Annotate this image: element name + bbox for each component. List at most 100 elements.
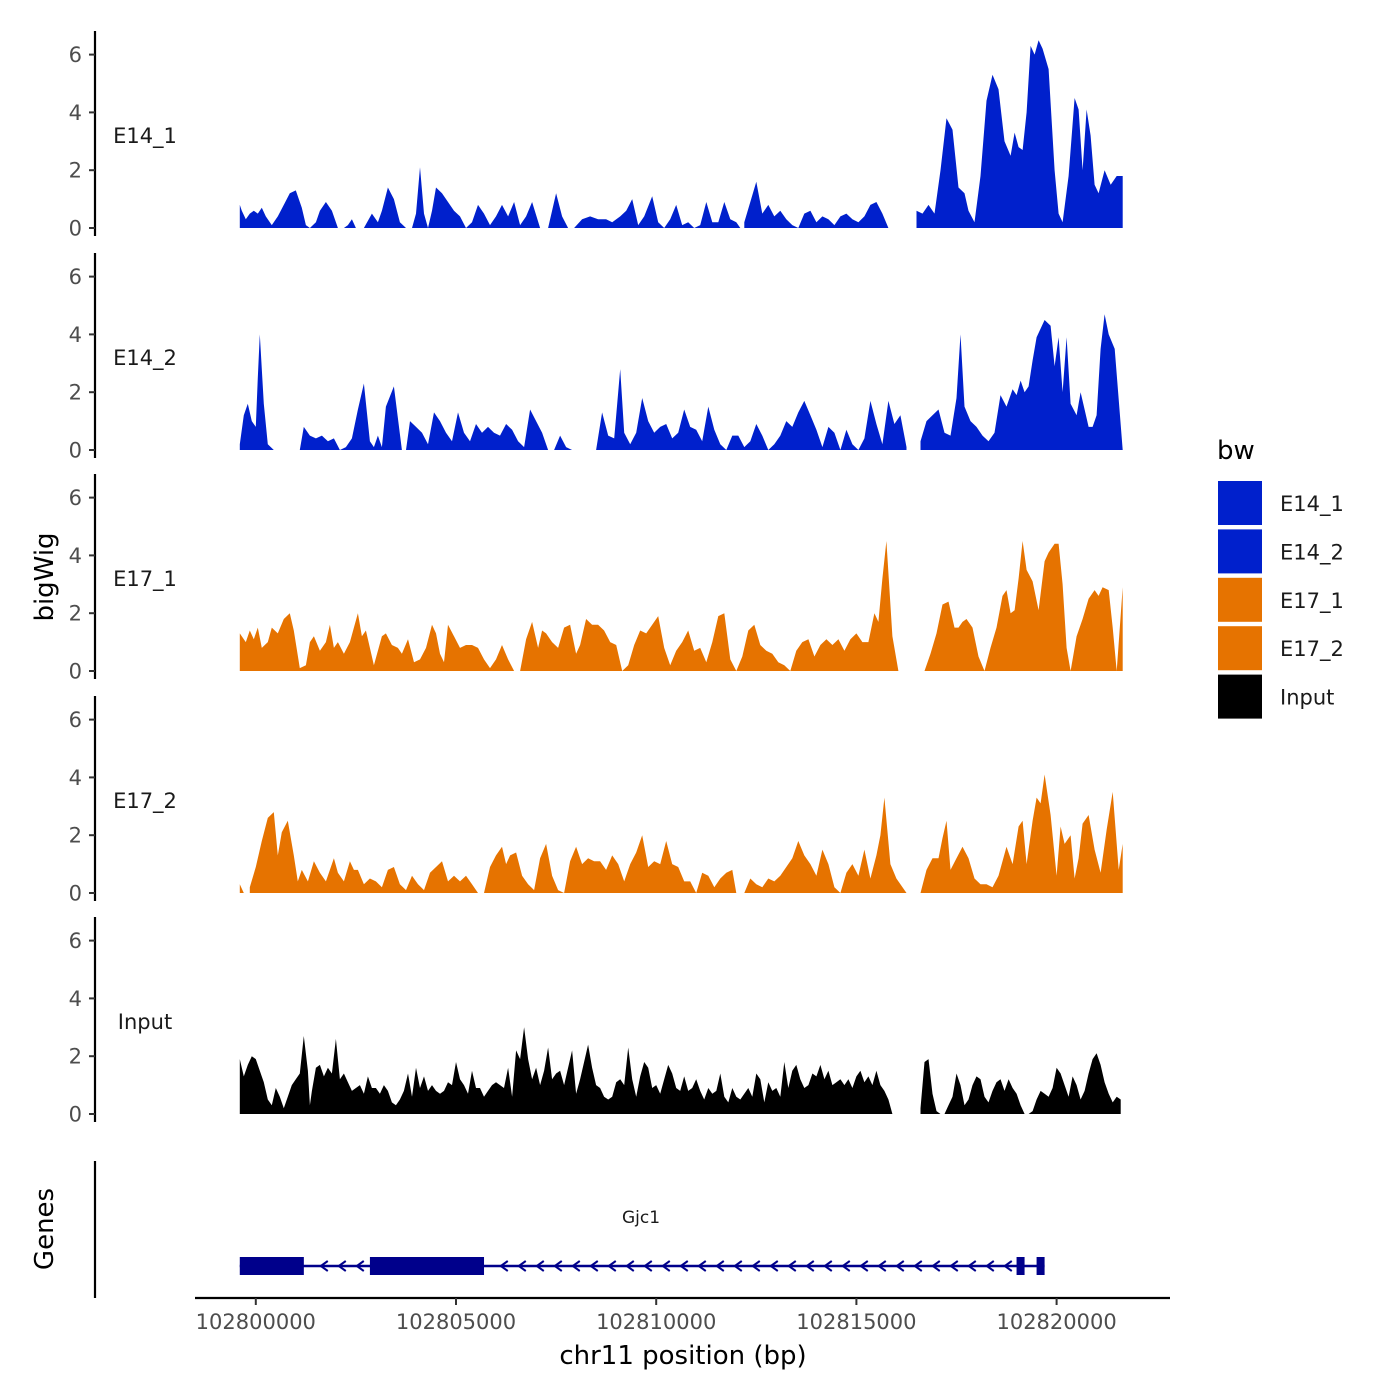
y-axis-title: bigWig [30, 532, 60, 621]
legend-label-e17-1: E17_1 [1280, 589, 1344, 614]
strand-arrow-icon [643, 1260, 653, 1272]
strand-arrow-icon [877, 1260, 887, 1272]
exon-gjc1-3 [1016, 1257, 1025, 1275]
y-tick-label-e14-2-6: 6 [69, 265, 82, 289]
strand-arrow-icon [337, 1260, 347, 1272]
gene-track: Gjc1 [93, 1161, 1045, 1298]
track-label-e17-2: E17_2 [113, 789, 177, 814]
legend: bw E14_1 E14_2 E17_1 E17_2 Input [1216, 436, 1344, 721]
y-tick-label-e14-1-4: 4 [69, 101, 82, 125]
strand-arrow-icon [661, 1260, 671, 1272]
coverage-area-e17-2-1 [239, 884, 248, 893]
coverage-area-e14-1-3 [916, 40, 1123, 229]
legend-label-e14-1: E14_1 [1280, 492, 1344, 517]
strand-arrow-icon [553, 1260, 563, 1272]
legend-label-e17-2: E17_2 [1280, 637, 1344, 662]
strand-arrow-icon [841, 1260, 851, 1272]
track-label-e14-1: E14_1 [113, 124, 177, 149]
y-tick-label-e17-2-0: 0 [69, 882, 82, 906]
legend-swatch-e17-1 [1216, 575, 1264, 624]
x-tick-label-102815000: 102815000 [796, 1310, 916, 1334]
x-axis-title: chr11 position (bp) [559, 1341, 806, 1371]
strand-arrow-icon [355, 1260, 365, 1272]
exon-gjc1-2 [369, 1257, 485, 1275]
strand-arrow-icon [823, 1260, 833, 1272]
coverage-area-e17-1-1 [239, 541, 899, 671]
y-tick-label-e14-1-6: 6 [69, 43, 82, 67]
coverage-area-e17-1-2 [924, 541, 1123, 671]
y-tick-label-input-2: 2 [69, 1045, 82, 1069]
gene-label-gjc1: Gjc1 [622, 1208, 660, 1228]
y-tick-label-e17-1-6: 6 [69, 486, 82, 510]
y-tick-label-input-4: 4 [69, 987, 82, 1011]
strand-arrow-icon [697, 1260, 707, 1272]
coverage-area-e14-1-1 [239, 167, 741, 228]
strand-arrow-icon [319, 1260, 329, 1272]
y-tick-label-e17-1-0: 0 [69, 660, 82, 684]
coverage-area-e14-2-3 [596, 369, 907, 450]
legend-swatch-e14-2 [1216, 527, 1264, 576]
track-input: 0 2 4 6 Input [69, 917, 1121, 1127]
strand-arrow-icon [769, 1260, 779, 1272]
strand-arrow-icon [517, 1260, 527, 1272]
exon-gjc1-1 [239, 1257, 304, 1275]
legend-label-e14-2: E14_2 [1280, 540, 1344, 565]
coverage-tracks: 0 2 4 6 E14_1 0 2 4 6 E14_2 0 2 4 6 E17_1 0 2 4 6 E17_2 0 2 4 6… [69, 31, 1123, 1127]
strand-arrow-icon [949, 1260, 959, 1272]
x-tick-label-102800000: 102800000 [196, 1310, 316, 1334]
track-label-e17-1: E17_1 [113, 567, 177, 592]
genes-axis-title: Genes [30, 1188, 60, 1270]
coverage-area-e14-2-1 [239, 334, 286, 450]
coverage-area-e14-2-2 [299, 383, 577, 450]
track-e17-2: 0 2 4 6 E17_2 [69, 696, 1123, 906]
strand-arrow-icon [715, 1260, 725, 1272]
strand-arrow-icon [805, 1260, 815, 1272]
track-label-input: Input [118, 1010, 172, 1034]
y-tick-label-e17-2-4: 4 [69, 766, 82, 790]
legend-swatch-e17-2 [1216, 624, 1264, 673]
strand-arrow-icon [499, 1260, 509, 1272]
exon-gjc1-4 [1036, 1257, 1045, 1275]
y-tick-label-e14-1-2: 2 [69, 159, 82, 183]
strand-arrow-icon [895, 1260, 905, 1272]
coverage-area-e17-2-4 [920, 774, 1123, 893]
strand-arrow-icon [985, 1260, 995, 1272]
legend-label-input: Input [1280, 686, 1334, 710]
coverage-area-e14-2-4 [920, 314, 1123, 450]
legend-swatch-input [1216, 672, 1264, 721]
coverage-area-e17-2-3 [744, 797, 907, 893]
y-tick-label-input-6: 6 [69, 929, 82, 953]
track-e14-2: 0 2 4 6 E14_2 [69, 253, 1123, 463]
legend-swatch-e14-1 [1216, 479, 1264, 527]
track-e17-1: 0 2 4 6 E17_1 [69, 474, 1123, 684]
gene-gjc1: Gjc1 [239, 1208, 1045, 1275]
strand-arrow-icon [931, 1260, 941, 1272]
strand-arrow-icon [967, 1260, 977, 1272]
strand-arrow-icon [607, 1260, 617, 1272]
strand-arrow-icon [733, 1260, 743, 1272]
strand-arrow-icon [535, 1260, 545, 1272]
strand-arrow-icon [859, 1260, 869, 1272]
y-tick-label-e14-2-2: 2 [69, 381, 82, 405]
coverage-area-input-1 [239, 1027, 893, 1114]
strand-arrow-icon [751, 1260, 761, 1272]
strand-arrow-icon [679, 1260, 689, 1272]
y-tick-label-e17-1-2: 2 [69, 602, 82, 626]
legend-title: bw [1217, 436, 1255, 466]
track-label-e14-2: E14_2 [113, 346, 177, 371]
coverage-area-input-2 [920, 1053, 1121, 1114]
track-e14-1: 0 2 4 6 E14_1 [69, 31, 1123, 241]
coverage-area-e17-2-2 [249, 812, 737, 893]
strand-arrow-icon [913, 1260, 923, 1272]
y-tick-label-e14-1-0: 0 [69, 217, 82, 241]
x-tick-label-102810000: 102810000 [596, 1310, 716, 1334]
strand-arrow-icon [625, 1260, 635, 1272]
coverage-area-e14-1-2 [744, 181, 889, 228]
y-tick-label-e17-2-6: 6 [69, 708, 82, 732]
strand-arrow-icon [571, 1260, 581, 1272]
y-tick-label-e17-2-2: 2 [69, 824, 82, 848]
x-tick-label-102820000: 102820000 [996, 1310, 1116, 1334]
x-tick-label-102805000: 102805000 [396, 1310, 516, 1334]
